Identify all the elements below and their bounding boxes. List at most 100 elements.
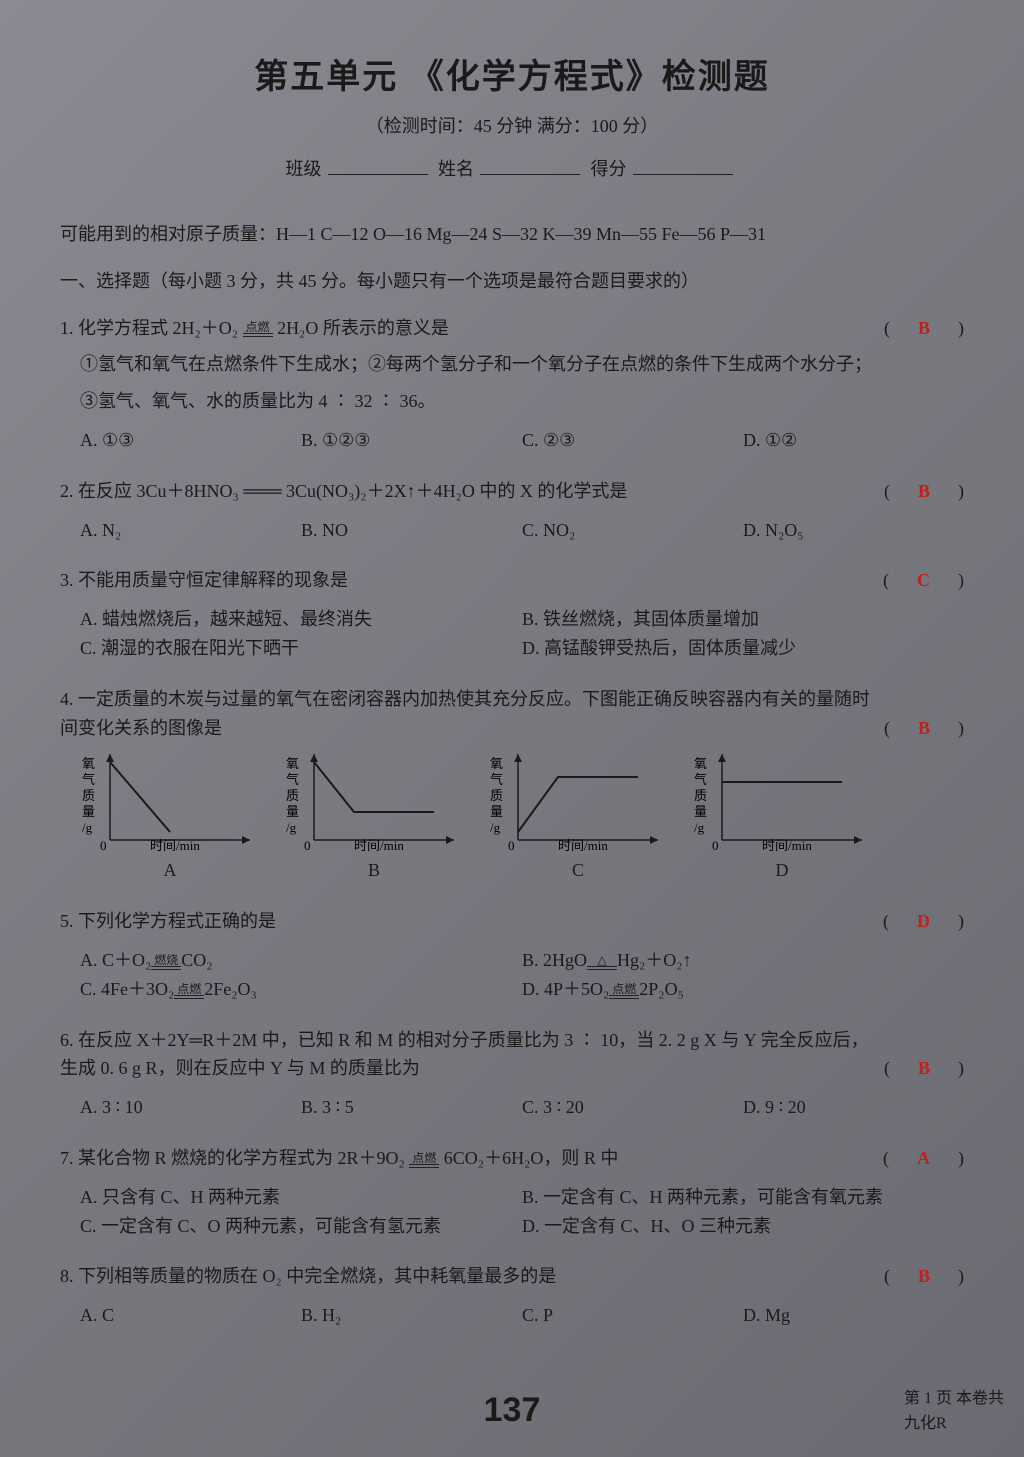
class-label: 班级: [286, 159, 322, 179]
option-d: D. 高锰酸钾受热后，固体质量减少: [522, 634, 964, 663]
answer-paren: ( A ): [883, 1144, 964, 1173]
q8-answer: B: [918, 1266, 930, 1286]
svg-text:量: 量: [490, 804, 503, 819]
q2-options: A. N₂ B. NO C. NO₂ D. N₂O₅: [60, 516, 964, 545]
q1-stem-b: 2H₂O 所表示的意义是: [277, 318, 449, 338]
page-number: 137: [484, 1383, 541, 1437]
reaction-condition-icon: 点燃: [243, 321, 273, 337]
svg-text:氧: 氧: [694, 756, 707, 771]
q6-num: 6.: [60, 1030, 74, 1050]
q3-answer: C: [917, 570, 930, 590]
option-c: C. 3 ∶ 20: [522, 1093, 743, 1122]
option-d: D. Mg: [743, 1301, 964, 1330]
name-blank[interactable]: [480, 157, 580, 175]
question-3: 3. 不能用质量守恒定律解释的现象是 ( C ) A. 蜡烛燃烧后，越来越短、最…: [60, 566, 964, 662]
q8-num: 8.: [60, 1266, 74, 1286]
q1-num: 1.: [60, 318, 74, 338]
q7-stem-a: 某化合物 R 燃烧的化学方程式为 2R＋9O₂: [78, 1148, 405, 1168]
q1-answer: B: [918, 318, 930, 338]
svg-text:/g: /g: [694, 820, 705, 835]
q1-stem-a: 化学方程式 2H₂＋O₂: [78, 318, 238, 338]
svg-text:时间/min: 时间/min: [558, 838, 608, 852]
option-b: B. 铁丝燃烧，其固体质量增加: [522, 605, 964, 634]
q8-options: A. C B. H₂ C. P D. Mg: [60, 1301, 964, 1330]
option-b: B. 一定含有 C、H 两种元素，可能含有氧元素: [522, 1183, 964, 1212]
class-blank[interactable]: [328, 157, 428, 175]
chart-d: 氧气质量/g 0 时间/min D: [692, 752, 872, 885]
answer-paren: ( B ): [884, 714, 964, 743]
footer-line-1: 第 1 页 本卷共: [904, 1386, 1004, 1412]
svg-text:氧: 氧: [286, 756, 299, 771]
option-d: D. ①②: [743, 426, 964, 455]
q3-options: A. 蜡烛燃烧后，越来越短、最终消失 B. 铁丝燃烧，其固体质量增加 C. 潮湿…: [60, 605, 964, 663]
svg-text:量: 量: [82, 804, 95, 819]
option-d: D. 9 ∶ 20: [743, 1093, 964, 1122]
answer-paren: ( B ): [884, 314, 964, 343]
chart-c-line: [518, 777, 638, 832]
score-blank[interactable]: [633, 157, 733, 175]
svg-text:0: 0: [100, 838, 107, 852]
q5-answer: D: [917, 911, 930, 931]
question-4: 4. 一定质量的木炭与过量的氧气在密闭容器内加热使其充分反应。下图能正确反映容器…: [60, 685, 964, 885]
atomic-mass-info: 可能用到的相对原子质量：H—1 C—12 O—16 Mg—24 S—32 K—3…: [60, 220, 964, 249]
q4-stem: 一定质量的木炭与过量的氧气在密闭容器内加热使其充分反应。下图能正确反映容器内有关…: [60, 689, 870, 738]
svg-text:气: 气: [490, 772, 503, 787]
option-c: C. NO₂: [522, 516, 743, 545]
chart-a-label: A: [80, 856, 260, 885]
option-c: C. P: [522, 1301, 743, 1330]
q7-options: A. 只含有 C、H 两种元素 B. 一定含有 C、H 两种元素，可能含有氧元素…: [60, 1183, 964, 1241]
option-a: A. N₂: [80, 516, 301, 545]
svg-text:质: 质: [82, 788, 95, 803]
option-d: D. N₂O₅: [743, 516, 964, 545]
q3-stem: 不能用质量守恒定律解释的现象是: [78, 570, 348, 590]
option-b: B. ①②③: [301, 426, 522, 455]
svg-text:气: 气: [694, 772, 707, 787]
answer-paren: ( B ): [884, 1262, 964, 1291]
svg-text:气: 气: [82, 772, 95, 787]
reaction-condition-icon: △: [587, 954, 617, 970]
svg-text:0: 0: [304, 838, 311, 852]
reaction-condition-icon: 点燃: [174, 983, 204, 999]
option-a: A. 只含有 C、H 两种元素: [80, 1183, 522, 1212]
answer-paren: ( D ): [883, 907, 964, 936]
answer-paren: ( B ): [884, 1054, 964, 1083]
option-c: C. ②③: [522, 426, 743, 455]
q2-stem: 在反应 3Cu＋8HNO₃ ═══ 3Cu(NO₃)₂＋2X↑＋4H₂O 中的 …: [78, 481, 627, 501]
svg-text:/g: /g: [286, 820, 297, 835]
option-b: B. 2HgO△Hg₂＋O₂↑: [522, 946, 964, 975]
chart-b: 氧气质量/g 0 时间/min B: [284, 752, 464, 885]
q1-sub2: ③氢气、氧气、水的质量比为 4 ∶ 32 ∶ 36。: [60, 387, 964, 416]
q8-stem: 下列相等质量的物质在 O₂ 中完全燃烧，其中耗氧量最多的是: [78, 1266, 556, 1286]
chart-c: 氧气质量/g 0 时间/min C: [488, 752, 668, 885]
option-b: B. H₂: [301, 1301, 522, 1330]
svg-text:/g: /g: [490, 820, 501, 835]
q4-charts: 氧 气 质 量 /g 0 时间/min A 氧气质量/g 0: [60, 752, 964, 885]
svg-text:时间/min: 时间/min: [354, 838, 404, 852]
svg-text:质: 质: [490, 788, 503, 803]
chart-a: 氧 气 质 量 /g 0 时间/min A: [80, 752, 260, 885]
option-d: D. 4P＋5O₂点燃2P₂O₅: [522, 975, 964, 1004]
svg-text:量: 量: [694, 804, 707, 819]
svg-text:量: 量: [286, 804, 299, 819]
svg-text:气: 气: [286, 772, 299, 787]
option-a: A. C: [80, 1301, 301, 1330]
answer-paren: ( C ): [883, 566, 964, 595]
svg-text:质: 质: [286, 788, 299, 803]
score-label: 得分: [591, 159, 627, 179]
svg-text:质: 质: [694, 788, 707, 803]
q2-num: 2.: [60, 481, 74, 501]
option-d: D. 一定含有 C、H、O 三种元素: [522, 1212, 964, 1241]
chart-c-label: C: [488, 856, 668, 885]
question-1: 1. 化学方程式 2H₂＋O₂ 点燃 2H₂O 所表示的意义是 ( B ) ①氢…: [60, 314, 964, 455]
chart-a-line: [110, 762, 170, 832]
option-a: A. C＋O₂燃烧CO₂: [80, 946, 522, 975]
section-1-heading: 一、选择题（每小题 3 分，共 45 分。每小题只有一个选项是最符合题目要求的）: [60, 267, 964, 296]
svg-text:0: 0: [712, 838, 719, 852]
q4-answer: B: [918, 718, 930, 738]
y-axis-label: 氧: [82, 756, 95, 771]
svg-text:时间/min: 时间/min: [762, 838, 812, 852]
q4-num: 4.: [60, 689, 74, 709]
question-8: 8. 下列相等质量的物质在 O₂ 中完全燃烧，其中耗氧量最多的是 ( B ) A…: [60, 1262, 964, 1330]
option-a: A. 蜡烛燃烧后，越来越短、最终消失: [80, 605, 522, 634]
x-axis-label: 时间/min: [150, 838, 200, 852]
